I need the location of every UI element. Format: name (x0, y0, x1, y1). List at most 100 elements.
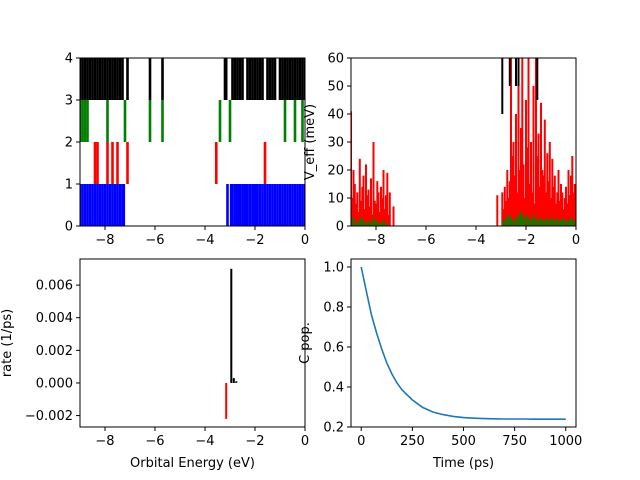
marks-bottom-right (360, 266, 566, 421)
bar-mark (283, 184, 287, 226)
bar-mark (360, 200, 362, 226)
bar-mark (571, 156, 574, 226)
x-tick-label: −6 (145, 233, 164, 248)
bar-mark (303, 58, 305, 100)
bar-mark (271, 184, 274, 226)
bar-mark (522, 164, 525, 226)
bar-mark (548, 142, 551, 226)
bar-mark (552, 186, 555, 226)
bar-mark (366, 195, 369, 226)
bar-mark (362, 175, 365, 226)
bar-mark (382, 220, 385, 226)
bar-mark (103, 58, 107, 100)
bar-mark (527, 217, 530, 226)
bar-mark (517, 72, 520, 226)
y-tick-label: 0.004 (36, 311, 73, 326)
y-tick-label: 0 (65, 220, 73, 235)
bar-mark (372, 142, 375, 226)
bar-mark (556, 192, 559, 226)
bar-mark (126, 142, 129, 184)
bar-mark (106, 184, 109, 226)
y-axis-label: C pop. (298, 322, 313, 364)
x-tick-label: −6 (416, 233, 435, 248)
x-tick-label: −2 (245, 434, 264, 449)
bar-mark (251, 58, 254, 100)
bar-mark (281, 184, 284, 226)
bar-mark (161, 58, 164, 100)
bar-mark (567, 170, 570, 226)
bar-mark (525, 214, 527, 226)
y-axis-label: rate (1/ps) (0, 309, 15, 377)
bar-mark (83, 58, 87, 100)
y-tick-label: 4 (65, 52, 73, 67)
x-tick-label: −4 (195, 434, 214, 449)
bar-mark (375, 203, 377, 226)
bar-mark (148, 58, 152, 100)
bar-mark (352, 217, 355, 226)
bar-mark (551, 158, 554, 226)
x-tick-label: −2 (245, 233, 264, 248)
bar-mark (248, 184, 252, 226)
bar-mark (106, 142, 109, 184)
x-tick-label: −8 (95, 233, 114, 248)
bar-mark (215, 142, 218, 184)
bar-mark (96, 142, 99, 184)
bar-mark (111, 142, 114, 184)
bar-mark (88, 184, 92, 226)
x-tick-label: 1000 (549, 434, 582, 449)
bar-mark (547, 181, 550, 226)
bar-mark (517, 58, 520, 86)
bar-mark (283, 58, 287, 100)
bar-mark (572, 192, 575, 226)
bar-mark (293, 100, 297, 142)
x-tick-label: 0 (572, 233, 580, 248)
bar-mark (233, 58, 237, 100)
bar-mark (293, 58, 297, 100)
bar-mark (375, 220, 377, 226)
bar-mark (93, 142, 97, 184)
bar-mark (293, 184, 297, 226)
bar-mark (268, 184, 272, 226)
bar-mark (370, 178, 372, 226)
bar-mark (108, 184, 112, 226)
bar-mark (252, 184, 255, 226)
bar-mark (358, 158, 361, 226)
bar-mark (118, 58, 122, 100)
bar-mark (538, 186, 541, 226)
bar-mark (121, 58, 124, 100)
y-tick-label: 1 (65, 178, 73, 193)
bar-mark (543, 119, 546, 226)
bar-mark (532, 86, 535, 226)
bar-mark (88, 58, 92, 100)
bar-mark (373, 200, 376, 226)
bar-mark (370, 223, 372, 226)
bar-mark (378, 212, 381, 226)
bar-mark (510, 58, 512, 226)
bar-mark (230, 268, 233, 383)
bar-mark (106, 100, 109, 142)
bar-mark (365, 223, 367, 226)
bar-mark (367, 220, 370, 226)
bar-mark (291, 58, 294, 100)
bar-mark (545, 217, 547, 226)
panel-bottom-left: −8 −6 −4 −2 0 −0.002 0.000 0.002 0.004 0.006 Orbit… (0, 258, 309, 471)
x-tick-label: 500 (451, 434, 476, 449)
bar-mark (278, 58, 282, 100)
bar-mark (506, 170, 509, 226)
bar-mark (298, 58, 302, 100)
bar-mark (122, 184, 126, 226)
y-tick-label: −0.002 (25, 409, 73, 424)
bar-mark (298, 184, 302, 226)
bar-mark (356, 192, 359, 226)
bar-mark (256, 184, 259, 226)
bar-mark (234, 184, 238, 226)
bar-mark (496, 195, 499, 226)
bar-mark (258, 58, 262, 100)
bar-mark (386, 172, 389, 226)
bar-mark (235, 381, 238, 383)
panel-bottom-right: 0 250 500 750 1000 0.2 0.4 0.6 0.8 1.0 Time (ps) C … (298, 258, 582, 471)
bar-mark (101, 58, 104, 100)
bar-mark (96, 184, 99, 226)
bar-mark (116, 142, 119, 184)
bar-mark (550, 198, 552, 226)
